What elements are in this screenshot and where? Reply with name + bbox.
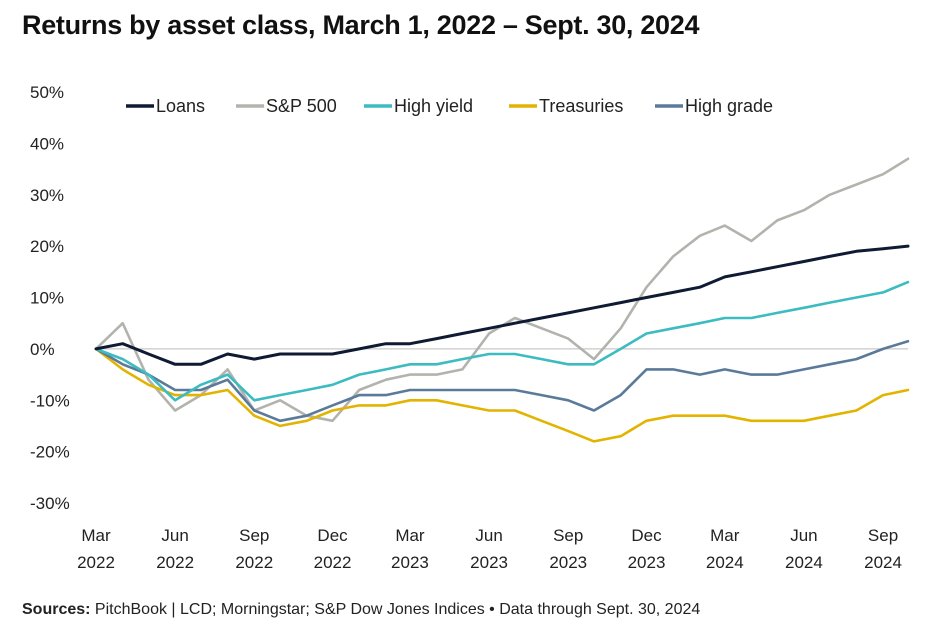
y-axis: 50% 40% 30% 20% 10% 0% -10% -20% -30%: [30, 83, 70, 513]
x-tick-label: Jun: [475, 526, 502, 545]
x-tick-label: Mar: [710, 526, 740, 545]
line-chart: 50% 40% 30% 20% 10% 0% -10% -20% -30% Mar 2022 Jun…: [30, 83, 910, 572]
x-tick-year-label: 2023: [549, 553, 587, 572]
x-tick-label: Dec: [631, 526, 662, 545]
legend-label-high-yield: High yield: [394, 96, 473, 116]
x-tick-label: Sep: [553, 526, 583, 545]
y-tick-label: 0%: [30, 340, 55, 359]
y-tick-label: -30%: [30, 494, 70, 513]
legend-label-loans: Loans: [156, 96, 205, 116]
series-line-treasuries: [94, 347, 910, 443]
series-line-loans: [94, 244, 910, 366]
x-axis: Mar 2022 Jun 2022 Sep 2022 Dec 2022 Mar 2023 Jun 20…: [77, 526, 902, 572]
y-tick-label: 20%: [30, 237, 64, 256]
x-tick-year-label: 2024: [706, 553, 744, 572]
legend-label-high-grade: High grade: [685, 96, 773, 116]
x-tick-label: Sep: [239, 526, 269, 545]
legend-label-s-p-500: S&P 500: [266, 96, 337, 116]
x-tick-label: Sep: [868, 526, 898, 545]
y-tick-label: 50%: [30, 83, 64, 102]
x-tick-label: Jun: [790, 526, 817, 545]
x-tick-year-label: 2024: [864, 553, 902, 572]
y-tick-label: 10%: [30, 289, 64, 308]
y-tick-label: 30%: [30, 186, 64, 205]
source-label: Sources:: [22, 601, 91, 618]
x-tick-year-label: 2023: [470, 553, 508, 572]
series-line-high-yield: [94, 280, 910, 402]
series-line-high-grade: [94, 339, 910, 423]
series-line-s-p-500: [94, 157, 910, 423]
x-tick-label: Dec: [317, 526, 348, 545]
chart-title: Returns by asset class, March 1, 2022 – …: [22, 10, 700, 40]
y-tick-label: -20%: [30, 443, 70, 462]
legend-label-treasuries: Treasuries: [539, 96, 623, 116]
x-tick-label: Mar: [395, 526, 425, 545]
y-tick-label: -10%: [30, 391, 70, 410]
x-tick-label: Mar: [81, 526, 111, 545]
x-tick-year-label: 2022: [235, 553, 273, 572]
x-tick-year-label: 2024: [785, 553, 823, 572]
y-tick-label: 40%: [30, 134, 64, 153]
legend: Loans S&P 500 High yield Treasuries High gra…: [126, 96, 773, 116]
source-text: PitchBook | LCD; Morningstar; S&P Dow Jo…: [94, 601, 701, 618]
x-tick-year-label: 2022: [77, 553, 115, 572]
source-note: Sources: PitchBook | LCD; Morningstar; S…: [22, 601, 700, 619]
x-tick-year-label: 2022: [156, 553, 194, 572]
x-tick-year-label: 2022: [314, 553, 352, 572]
x-tick-year-label: 2023: [628, 553, 666, 572]
x-tick-year-label: 2023: [391, 553, 429, 572]
x-tick-label: Jun: [161, 526, 188, 545]
series-lines: [94, 157, 910, 443]
